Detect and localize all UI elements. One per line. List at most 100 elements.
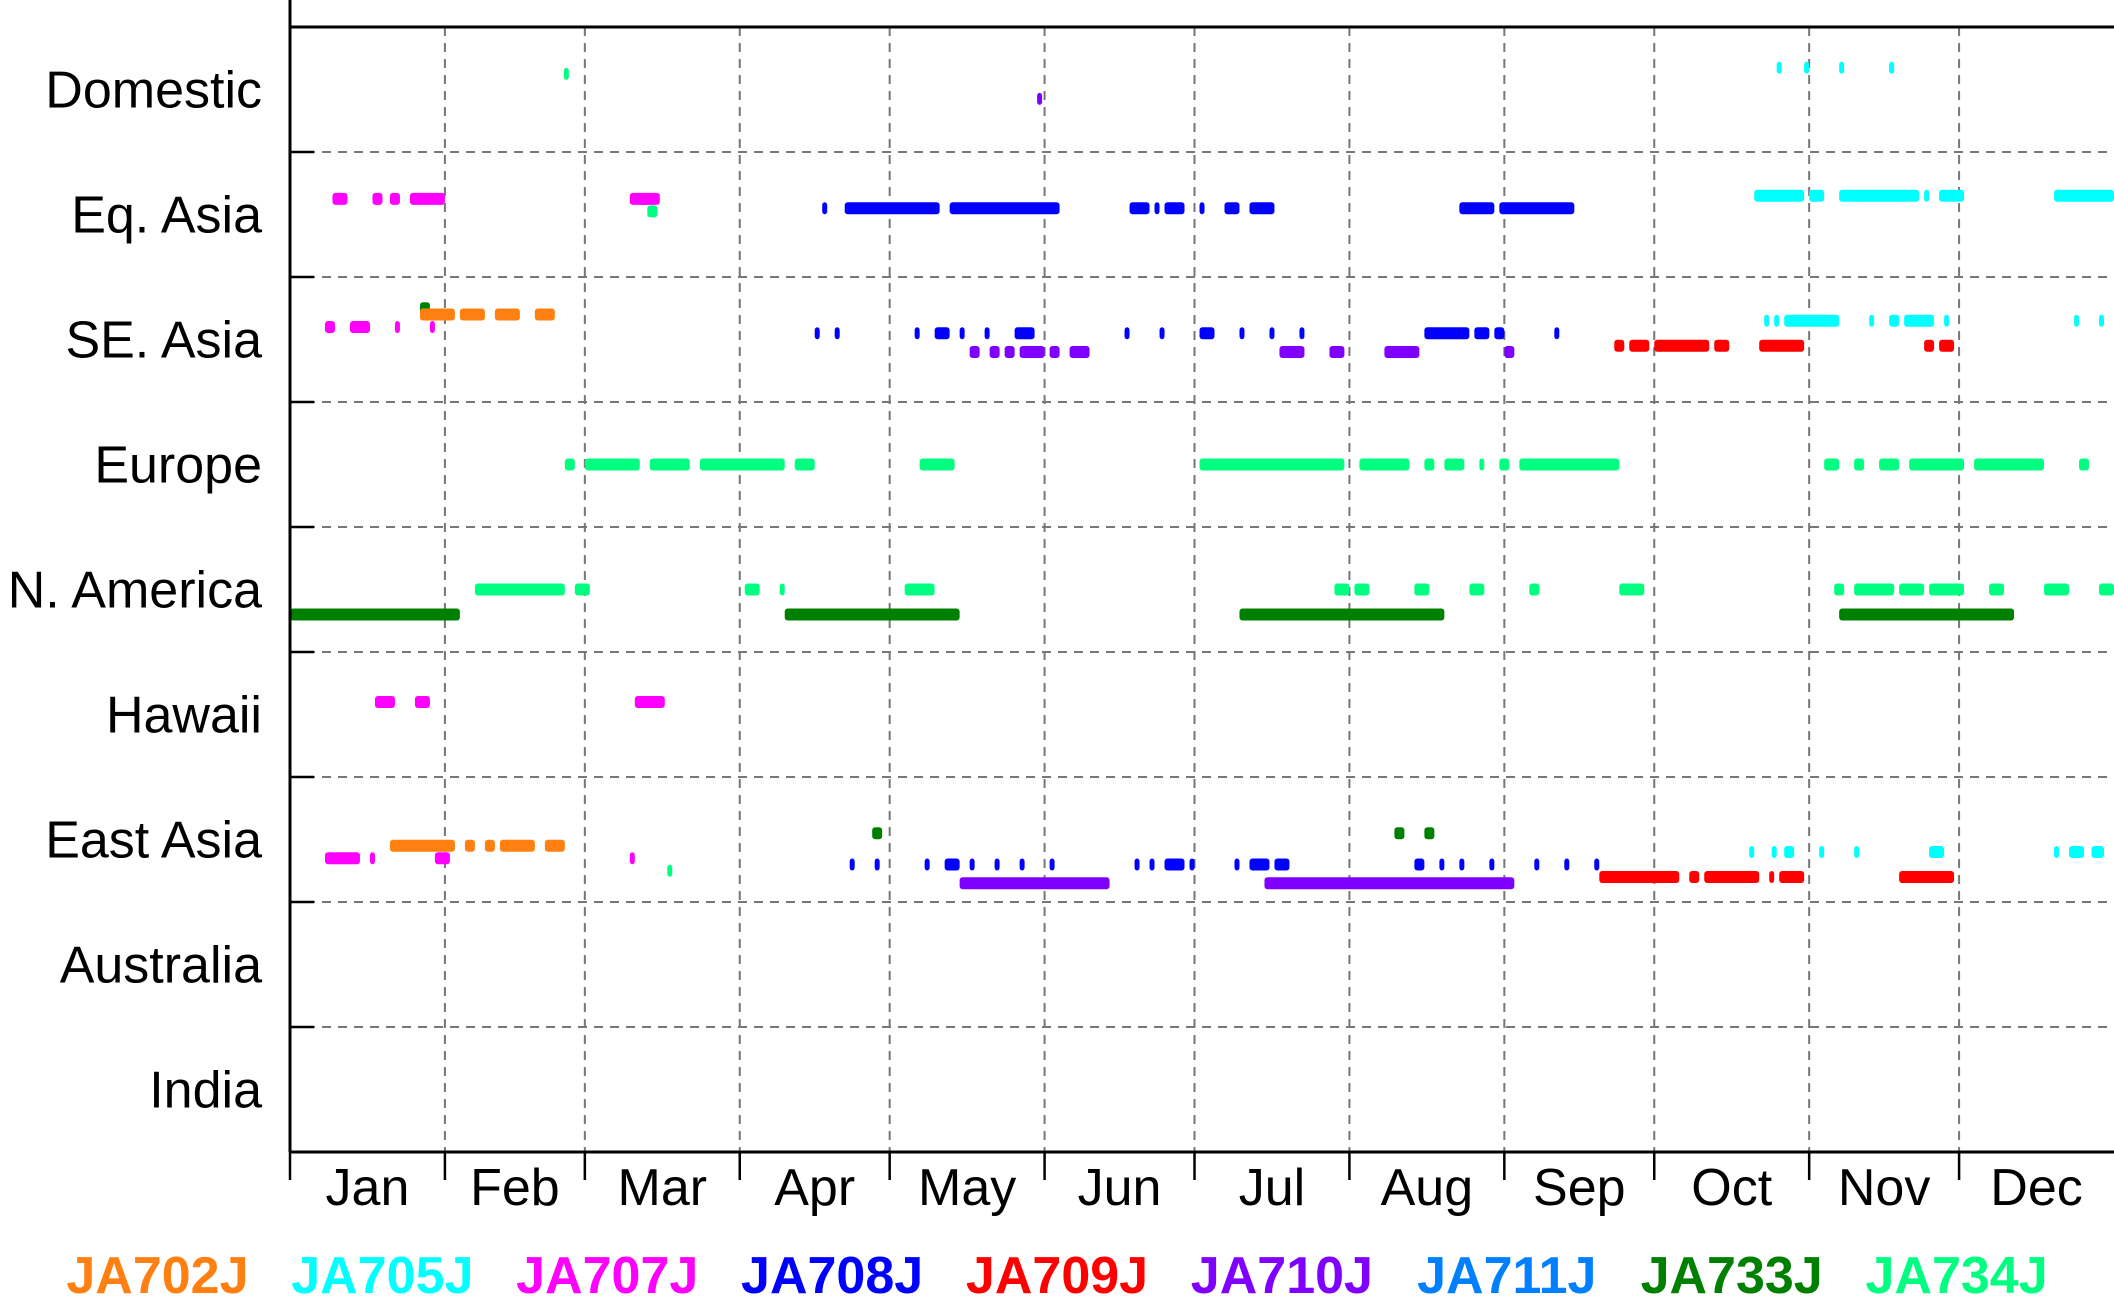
flight-segment-ja734j [794, 458, 815, 471]
flight-segment-ja702j [484, 839, 495, 852]
flight-segment-ja705j [1839, 61, 1845, 74]
flight-segment-ja708j [1149, 858, 1155, 871]
legend-entry: JA711J [1417, 1247, 1596, 1305]
flight-segment-ja734j [1929, 583, 1965, 596]
flight-segment-ja709j [1654, 339, 1710, 352]
flight-segment-ja734j [1899, 583, 1925, 596]
flight-segment-ja734j [584, 458, 640, 471]
flight-segment-ja708j [1234, 858, 1240, 871]
flight-segment-ja709j [1714, 339, 1730, 352]
flight-segment-ja734j [2044, 583, 2070, 596]
month-label: Apr [774, 1159, 855, 1217]
flight-segment-ja734j [1824, 458, 1840, 471]
month-label: Jun [1078, 1159, 1162, 1217]
flight-segment-ja734j [1334, 583, 1350, 596]
flight-segment-ja705j [1771, 846, 1777, 858]
flight-segment-ja705j [1754, 189, 1805, 202]
flight-segment-ja707j [369, 852, 375, 865]
flight-segment-ja705j [1809, 189, 1825, 202]
flight-segment-ja708j [1249, 202, 1275, 215]
flight-segment-ja707j [324, 852, 360, 865]
flight-segment-ja708j [1269, 327, 1275, 340]
flight-segment-ja708j [1129, 202, 1150, 215]
flight-segment-ja710j [959, 877, 1110, 890]
flight-segment-ja705j [1854, 846, 1860, 858]
flight-segment-ja705j [1944, 314, 1950, 327]
flight-segment-ja709j [1704, 871, 1760, 883]
flight-segment-ja705j [1839, 189, 1920, 202]
flight-segment-ja708j [1494, 327, 1505, 340]
flight-segment-ja708j [1049, 858, 1055, 871]
flight-segment-ja708j [834, 327, 840, 340]
flight-segment-ja705j [1819, 846, 1825, 858]
flight-segment-ja707j [332, 192, 348, 205]
flight-segment-ja708j [849, 858, 855, 871]
flight-segment-ja733j [1424, 827, 1435, 840]
flight-segment-ja708j [1299, 327, 1305, 340]
flight-segment-ja734j [1974, 458, 2045, 471]
flight-segment-ja705j [2099, 314, 2105, 327]
flight-segment-ja702j [544, 839, 565, 852]
flight-segment-ja734j [563, 67, 569, 80]
flight-segment-ja705j [1784, 846, 1795, 858]
month-label: Sep [1533, 1159, 1626, 1217]
legend: JA702J JA705J JA707J JA708J JA709J JA710J JA71… [66, 1247, 2047, 1305]
flight-segment-ja734j [1414, 583, 1430, 596]
flight-segment-ja709j [1629, 339, 1650, 352]
flight-segment-ja702j [419, 308, 455, 321]
flight-segment-ja710j [1384, 346, 1420, 358]
month-label: Jan [326, 1159, 410, 1217]
flight-segment-ja708j [1534, 858, 1540, 871]
row-labels: Domestic Eq. Asia SE. Asia Europe N. America… [8, 62, 262, 1120]
flight-segment-ja707j [374, 696, 395, 708]
flight-segment-ja708j [814, 327, 820, 340]
flight-segment-ja705j [1869, 314, 1875, 327]
flight-segment-ja709j [1759, 339, 1805, 352]
month-label: Feb [470, 1159, 560, 1217]
flight-segment-ja734j [1354, 583, 1370, 596]
flight-segment-ja708j [1274, 858, 1290, 871]
flight-segment-ja734j [1444, 458, 1465, 471]
flight-segment-ja710j [1019, 346, 1045, 358]
legend-entry: JA734J [1865, 1247, 2047, 1305]
flight-segment-ja734j [667, 864, 673, 877]
flight-segment-ja734j [564, 458, 575, 471]
flight-segment-ja707j [394, 321, 400, 333]
flight-segment-ja734j [1359, 458, 1410, 471]
flight-segment-ja708j [1564, 858, 1570, 871]
flight-segment-ja707j [629, 192, 660, 205]
flight-segment-ja733j [872, 827, 883, 840]
flight-segment-ja705j [2069, 846, 2085, 858]
legend-entry: JA705J [291, 1247, 473, 1305]
flight-segment-ja708j [1189, 858, 1195, 871]
legend-entry: JA710J [1191, 1247, 1373, 1305]
flight-segment-ja705j [1904, 314, 1935, 327]
flight-segment-ja708j [1224, 202, 1240, 215]
flight-segment-ja708j [994, 858, 1000, 871]
flight-segment-ja734j [744, 583, 760, 596]
flight-segment-ja708j [944, 858, 960, 871]
legend-entry: JA702J [66, 1247, 248, 1305]
row-label: Eq. Asia [71, 187, 262, 245]
flight-segment-ja734j [1909, 458, 1965, 471]
flight-segment-ja734j [647, 205, 658, 218]
flight-segment-ja708j [949, 202, 1060, 215]
flight-segment-ja702j [389, 839, 455, 852]
month-label: Mar [618, 1159, 708, 1217]
flight-segment-ja710j [1049, 346, 1060, 358]
flight-segment-ja708j [1489, 858, 1495, 871]
flight-segment-ja707j [372, 192, 383, 205]
flight-segment-ja708j [1199, 202, 1205, 215]
flight-segment-ja733j [1239, 608, 1445, 621]
flight-segment-ja705j [1929, 846, 1945, 858]
flight-segment-ja708j [1554, 327, 1560, 340]
legend-entry: JA707J [516, 1247, 698, 1305]
row-label: India [149, 1062, 262, 1120]
flight-segment-ja709j [1899, 871, 1955, 883]
flight-segment-ja707j [414, 696, 430, 708]
flight-segment-ja709j [1924, 339, 1935, 352]
flight-segment-ja734j [904, 583, 935, 596]
flight-segment-ja705j [1924, 189, 1930, 202]
flight-segment-ja707j [429, 321, 435, 333]
flight-segment-ja709j [1779, 871, 1805, 883]
